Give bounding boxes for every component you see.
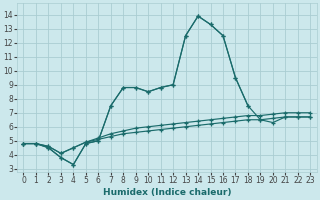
X-axis label: Humidex (Indice chaleur): Humidex (Indice chaleur) xyxy=(103,188,231,197)
